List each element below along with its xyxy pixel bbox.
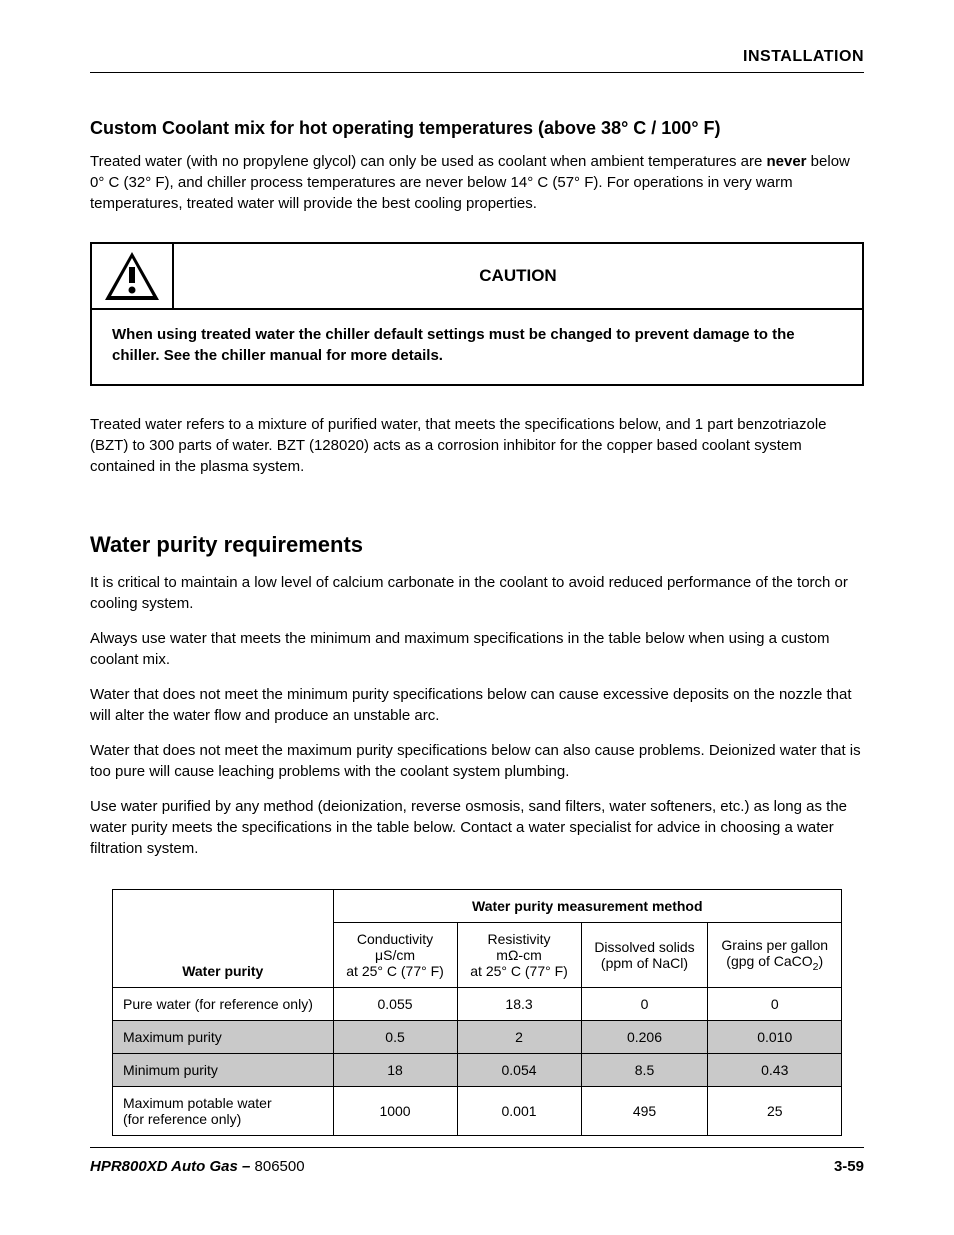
table-cell: 0: [708, 988, 842, 1021]
table-cell: 0.010: [708, 1021, 842, 1054]
table-cell: 0.055: [333, 988, 457, 1021]
text: Resistivity: [488, 931, 551, 947]
col-header-grains: Grains per gallon (gpg of CaCO2): [708, 923, 842, 988]
purity-title: Water purity requirements: [90, 532, 864, 558]
purity-p5: Use water purified by any method (deioni…: [90, 796, 864, 859]
text: (ppm of NaCl): [601, 955, 688, 971]
purity-p2: Always use water that meets the minimum …: [90, 628, 864, 670]
table-cell: 18.3: [457, 988, 581, 1021]
table-row: Pure water (for reference only)0.05518.3…: [113, 988, 842, 1021]
warning-icon: [103, 250, 161, 302]
col-header-conductivity: Conductivity μS/cm at 25° C (77° F): [333, 923, 457, 988]
table-cell: 2: [457, 1021, 581, 1054]
text: Dissolved solids: [594, 939, 694, 955]
text: mΩ-cm: [496, 947, 541, 963]
custom-coolant-title: Custom Coolant mix for hot operating tem…: [90, 118, 864, 139]
row-label: Maximum purity: [113, 1021, 334, 1054]
caution-header-row: CAUTION: [92, 244, 862, 310]
page-number: 3-59: [834, 1158, 864, 1175]
table-cell: 0.054: [457, 1054, 581, 1087]
footer-sep: –: [238, 1158, 255, 1175]
table-cell: 495: [581, 1087, 708, 1136]
table-cell: 0: [581, 988, 708, 1021]
text: at 25° C (77° F): [470, 963, 568, 979]
text: ): [819, 953, 824, 969]
page-footer: HPR800XD Auto Gas – 806500 3-59: [90, 1147, 864, 1175]
row-label: Minimum purity: [113, 1054, 334, 1087]
purity-p1: It is critical to maintain a low level o…: [90, 572, 864, 614]
table-cell: 0.5: [333, 1021, 457, 1054]
table-row: Minimum purity180.0548.50.43: [113, 1054, 842, 1087]
caution-label: CAUTION: [174, 244, 862, 310]
table-cell: 8.5: [581, 1054, 708, 1087]
col-header-span: Water purity measurement method: [333, 890, 841, 923]
row-label: Pure water (for reference only): [113, 988, 334, 1021]
text: Grains per gallon: [721, 937, 828, 953]
caution-body: When using treated water the chiller def…: [92, 310, 862, 384]
table-cell: 0.43: [708, 1054, 842, 1087]
text-bold: never: [766, 153, 806, 170]
table-cell: 0.001: [457, 1087, 581, 1136]
text: at 25° C (77° F): [346, 963, 444, 979]
text: Treated water (with no propylene glycol)…: [90, 153, 766, 170]
row-label: Maximum potable water(for reference only…: [113, 1087, 334, 1136]
text: Conductivity: [357, 931, 433, 947]
footer-left: HPR800XD Auto Gas – 806500: [90, 1158, 305, 1175]
purity-p3: Water that does not meet the minimum pur…: [90, 684, 864, 726]
product-name: HPR800XD Auto Gas: [90, 1158, 238, 1175]
table-cell: 1000: [333, 1087, 457, 1136]
table-row: Maximum potable water(for reference only…: [113, 1087, 842, 1136]
col-header-resistivity: Resistivity mΩ-cm at 25° C (77° F): [457, 923, 581, 988]
section-name: INSTALLATION: [743, 48, 864, 65]
table-row: Maximum purity0.520.2060.010: [113, 1021, 842, 1054]
doc-number: 806500: [255, 1158, 305, 1175]
page-header: INSTALLATION: [90, 48, 864, 73]
text: (gpg of CaCO: [726, 953, 812, 969]
table-cell: 18: [333, 1054, 457, 1087]
table-header-row-1: Water purity Water purity measurement me…: [113, 890, 842, 923]
purity-p4: Water that does not meet the maximum pur…: [90, 740, 864, 782]
purity-table: Water purity Water purity measurement me…: [112, 889, 842, 1136]
treated-water-para: Treated water refers to a mixture of pur…: [90, 414, 864, 477]
custom-coolant-para: Treated water (with no propylene glycol)…: [90, 151, 864, 214]
table-cell: 25: [708, 1087, 842, 1136]
caution-box: CAUTION When using treated water the chi…: [90, 242, 864, 386]
text: μS/cm: [375, 947, 415, 963]
col-header-dissolved: Dissolved solids (ppm of NaCl): [581, 923, 708, 988]
col-header-water-purity: Water purity: [113, 890, 334, 988]
table-cell: 0.206: [581, 1021, 708, 1054]
caution-icon-cell: [92, 244, 174, 310]
